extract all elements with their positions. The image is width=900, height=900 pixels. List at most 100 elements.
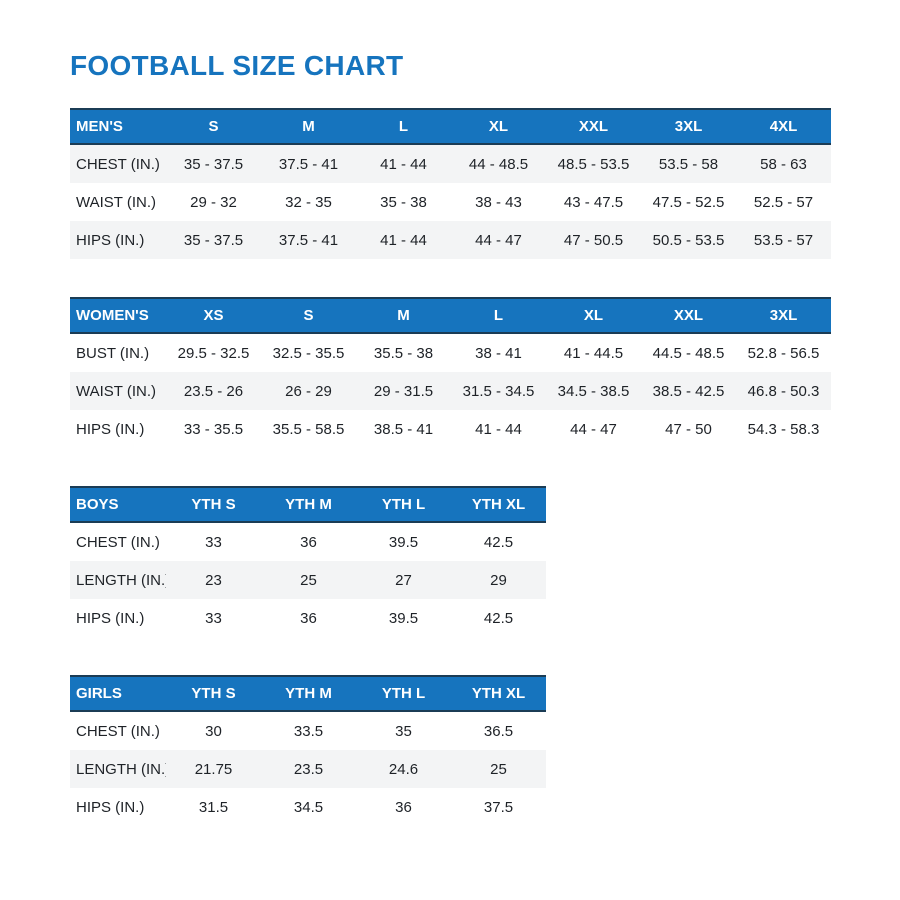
cell-value: 44.5 - 48.5 [641,333,736,372]
womens-table-title: WOMEN'S [70,297,166,334]
table-row: WAIST (IN.) 29 - 32 32 - 35 35 - 38 38 - 43 4… [70,183,831,221]
table-row: BUST (IN.) 29.5 - 32.5 32.5 - 35.5 35.5 - 3… [70,333,831,372]
cell-value: 35 [356,711,451,750]
table-row: LENGTH (IN.) 23 25 27 29 [70,561,546,599]
cell-value: 43 - 47.5 [546,183,641,221]
cell-value: 37.5 [451,788,546,826]
womens-size-column-header: XS [166,297,261,334]
cell-value: 44 - 47 [546,410,641,448]
mens-header-row: MEN'S S M L XL XXL 3XL 4XL [70,108,831,145]
cell-value: 32.5 - 35.5 [261,333,356,372]
cell-value: 35 - 38 [356,183,451,221]
cell-value: 39.5 [356,599,451,637]
cell-value: 41 - 44 [356,144,451,183]
row-label: HIPS (IN.) [70,221,166,259]
size-tables-host: MEN'S S M L XL XXL 3XL 4XL CHEST (IN.) 35 - 37.5 3… [70,108,831,826]
cell-value: 53.5 - 57 [736,221,831,259]
womens-size-column-header: 3XL [736,297,831,334]
boys-header-row: BOYS YTH S YTH M YTH L YTH XL [70,486,546,523]
cell-value: 27 [356,561,451,599]
cell-value: 44 - 48.5 [451,144,546,183]
cell-value: 31.5 [166,788,261,826]
cell-value: 36 [261,599,356,637]
table-row: HIPS (IN.) 31.5 34.5 36 37.5 [70,788,546,826]
cell-value: 42.5 [451,599,546,637]
table-row: LENGTH (IN.) 21.75 23.5 24.6 25 [70,750,546,788]
cell-value: 33 [166,599,261,637]
boys-size-column-header: YTH L [356,486,451,523]
cell-value: 54.3 - 58.3 [736,410,831,448]
cell-value: 47 - 50.5 [546,221,641,259]
cell-value: 24.6 [356,750,451,788]
row-label: CHEST (IN.) [70,522,166,561]
mens-size-column-header: M [261,108,356,145]
cell-value: 29.5 - 32.5 [166,333,261,372]
girls-table-title: GIRLS [70,675,166,712]
cell-value: 41 - 44.5 [546,333,641,372]
mens-size-column-header: 4XL [736,108,831,145]
girls-size-column-header: YTH XL [451,675,546,712]
cell-value: 34.5 [261,788,356,826]
cell-value: 33.5 [261,711,356,750]
cell-value: 53.5 - 58 [641,144,736,183]
mens-size-column-header: XXL [546,108,641,145]
boys-size-column-header: YTH S [166,486,261,523]
cell-value: 48.5 - 53.5 [546,144,641,183]
cell-value: 23.5 - 26 [166,372,261,410]
cell-value: 47 - 50 [641,410,736,448]
cell-value: 31.5 - 34.5 [451,372,546,410]
cell-value: 37.5 - 41 [261,144,356,183]
womens-size-table: WOMEN'S XS S M L XL XXL 3XL BUST (IN.) 29.5 - 32.… [70,297,831,448]
cell-value: 50.5 - 53.5 [641,221,736,259]
cell-value: 29 [451,561,546,599]
table-row: CHEST (IN.) 35 - 37.5 37.5 - 41 41 - 44 44 -… [70,144,831,183]
cell-value: 47.5 - 52.5 [641,183,736,221]
cell-value: 33 [166,522,261,561]
cell-value: 58 - 63 [736,144,831,183]
cell-value: 29 - 32 [166,183,261,221]
row-label: BUST (IN.) [70,333,166,372]
row-label: LENGTH (IN.) [70,750,166,788]
cell-value: 25 [451,750,546,788]
row-label: CHEST (IN.) [70,144,166,183]
row-label: HIPS (IN.) [70,788,166,826]
cell-value: 36 [356,788,451,826]
table-row: HIPS (IN.) 35 - 37.5 37.5 - 41 41 - 44 44 - … [70,221,831,259]
mens-size-column-header: XL [451,108,546,145]
cell-value: 35.5 - 38 [356,333,451,372]
cell-value: 35 - 37.5 [166,221,261,259]
cell-value: 23 [166,561,261,599]
row-label: HIPS (IN.) [70,599,166,637]
boys-size-column-header: YTH XL [451,486,546,523]
womens-header-row: WOMEN'S XS S M L XL XXL 3XL [70,297,831,334]
cell-value: 46.8 - 50.3 [736,372,831,410]
boys-size-table: BOYS YTH S YTH M YTH L YTH XL CHEST (IN.) 33 36… [70,486,546,637]
mens-size-column-header: L [356,108,451,145]
table-row: WAIST (IN.) 23.5 - 26 26 - 29 29 - 31.5 31.5… [70,372,831,410]
mens-size-column-header: S [166,108,261,145]
cell-value: 21.75 [166,750,261,788]
cell-value: 36.5 [451,711,546,750]
mens-size-column-header: 3XL [641,108,736,145]
cell-value: 39.5 [356,522,451,561]
girls-size-table: GIRLS YTH S YTH M YTH L YTH XL CHEST (IN.) 30 3… [70,675,546,826]
boys-size-column-header: YTH M [261,486,356,523]
table-row: HIPS (IN.) 33 36 39.5 42.5 [70,599,546,637]
cell-value: 52.5 - 57 [736,183,831,221]
cell-value: 34.5 - 38.5 [546,372,641,410]
row-label: WAIST (IN.) [70,372,166,410]
cell-value: 42.5 [451,522,546,561]
girls-size-column-header: YTH M [261,675,356,712]
row-label: CHEST (IN.) [70,711,166,750]
cell-value: 38 - 41 [451,333,546,372]
womens-size-column-header: XL [546,297,641,334]
cell-value: 35 - 37.5 [166,144,261,183]
cell-value: 41 - 44 [356,221,451,259]
table-row: HIPS (IN.) 33 - 35.5 35.5 - 58.5 38.5 - 41 4… [70,410,831,448]
row-label: LENGTH (IN.) [70,561,166,599]
table-row: CHEST (IN.) 33 36 39.5 42.5 [70,522,546,561]
boys-table-title: BOYS [70,486,166,523]
womens-size-column-header: L [451,297,546,334]
girls-size-column-header: YTH S [166,675,261,712]
